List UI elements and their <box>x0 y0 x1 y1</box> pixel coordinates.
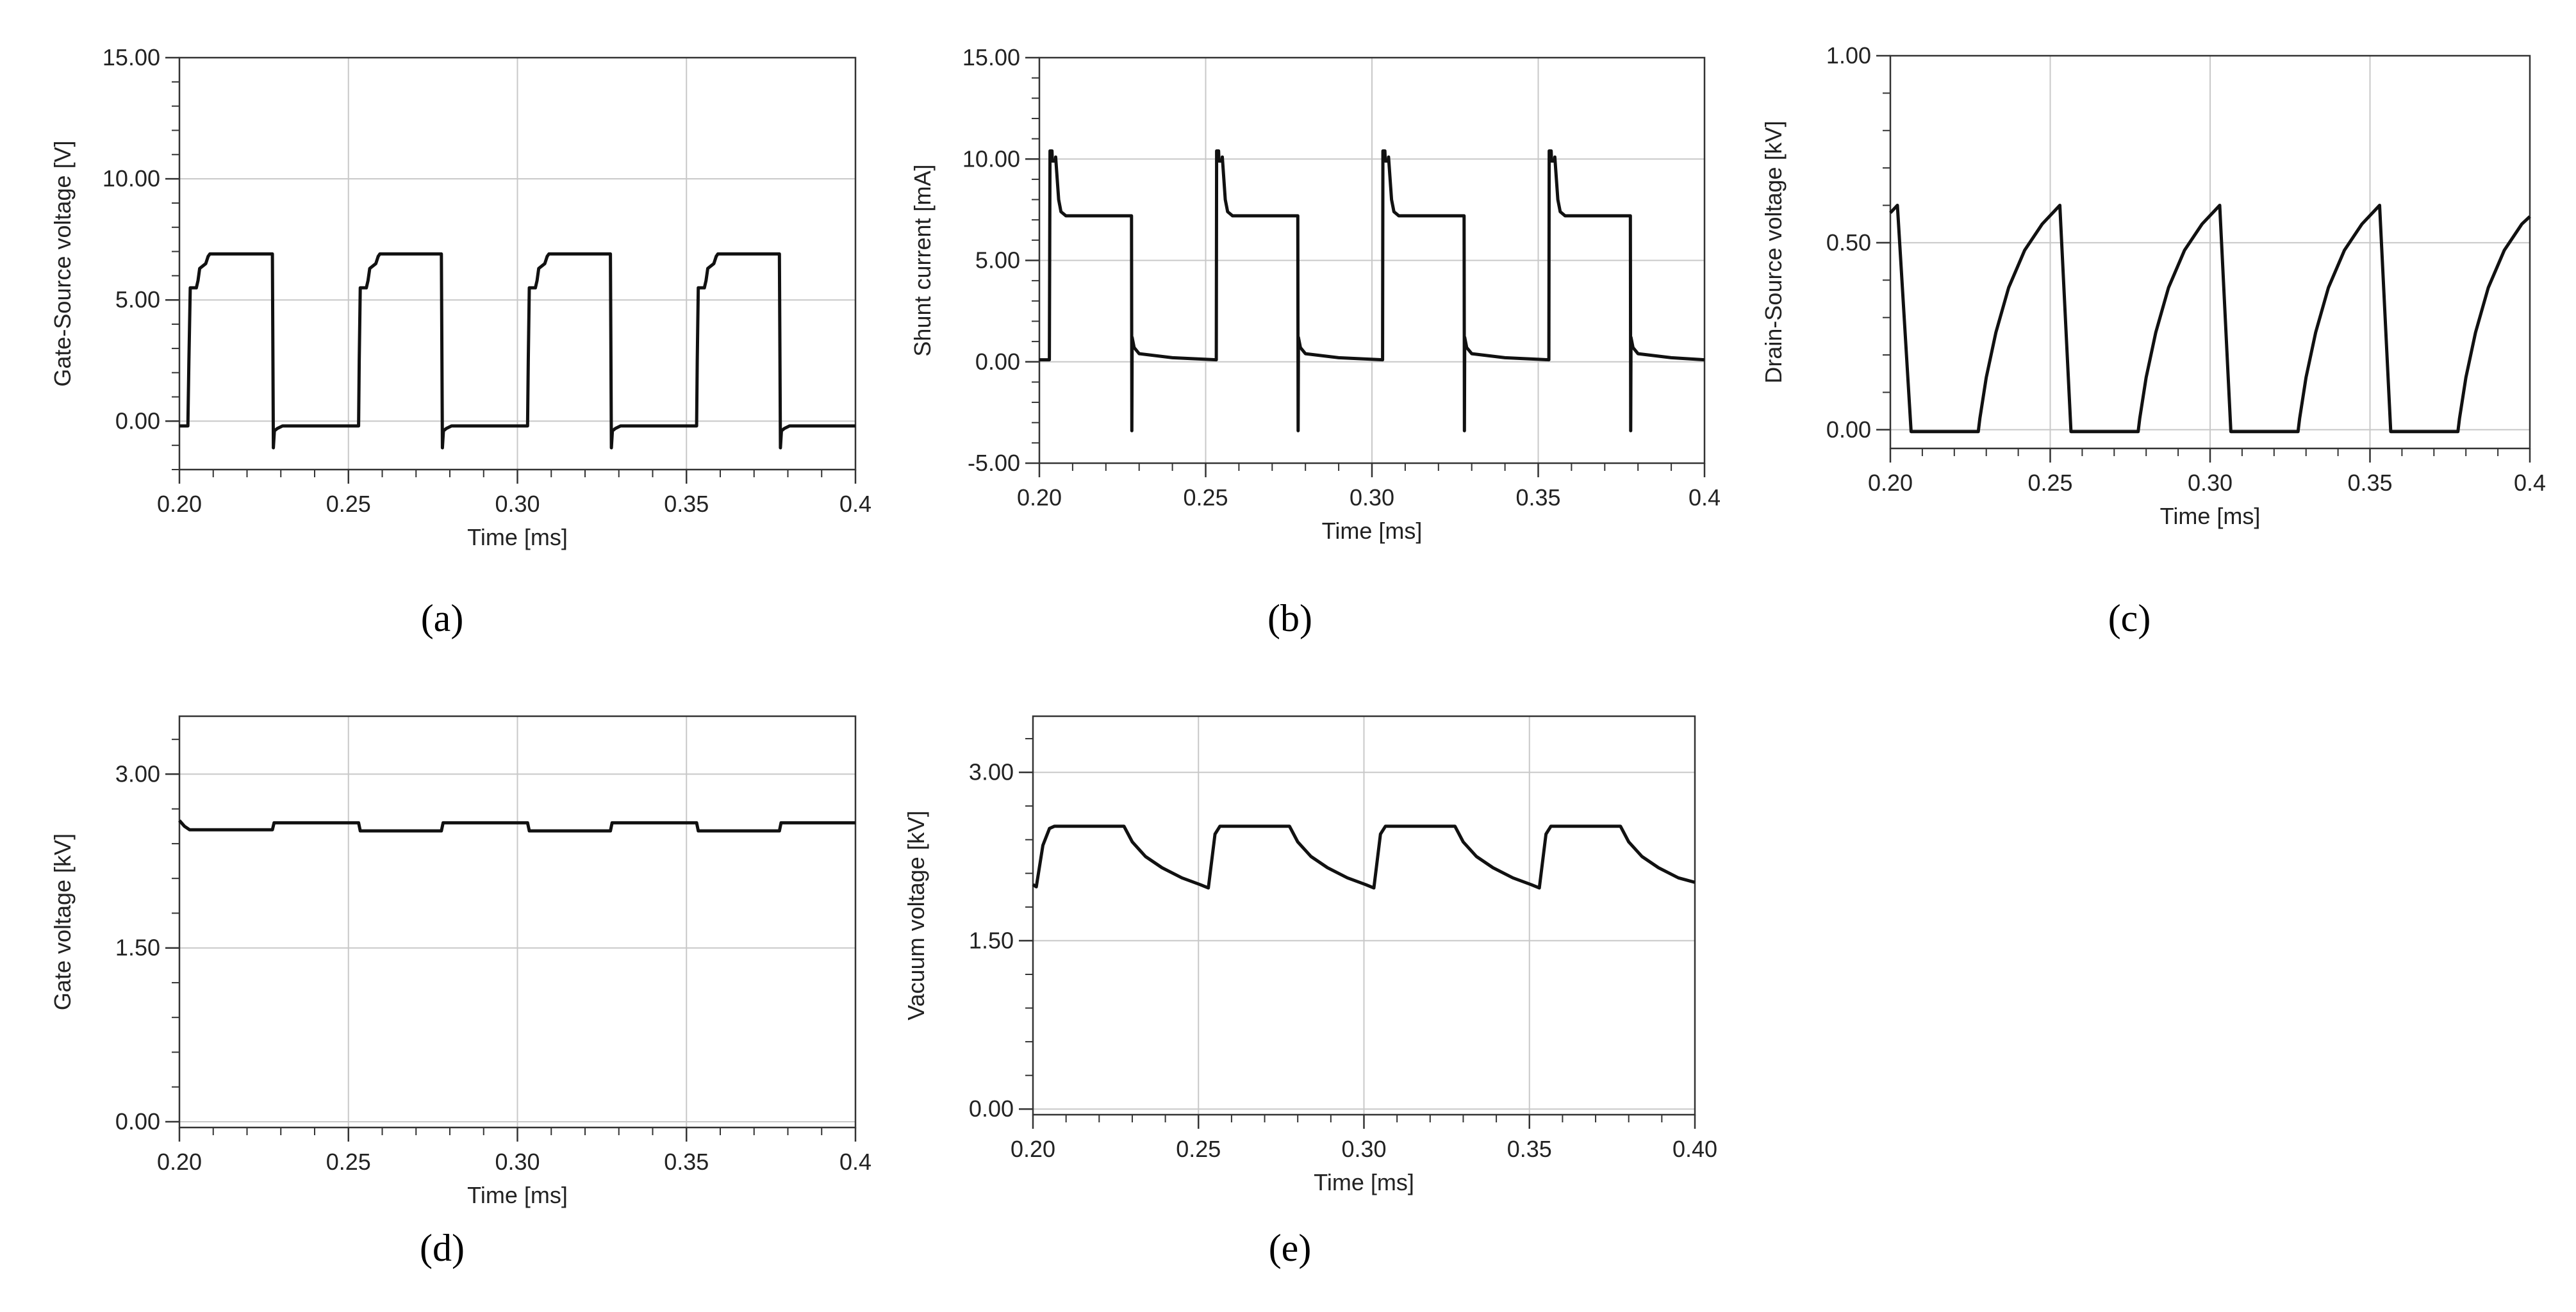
x-tick-label: 0.25 <box>1183 484 1228 511</box>
y-tick-label: -5.00 <box>968 450 1020 476</box>
x-tick-label: 0.25 <box>2027 470 2072 496</box>
chart-panel-e: 0.20 0.25 0.30 0.35 0.40 0.00 1.50 3.00 Time [ms… <box>903 715 1717 1269</box>
x-tick-label: 0.30 <box>2188 470 2233 496</box>
y-tick-label: 3.00 <box>115 760 160 787</box>
series-line-b <box>1039 149 1705 432</box>
y-tick-label: 5.00 <box>115 286 160 313</box>
y-tick-label: 0.00 <box>975 348 1020 375</box>
x-tick-label: 0.20 <box>1868 470 1913 496</box>
x-tick-label: 0.20 <box>157 491 202 517</box>
y-tick-label: 15.00 <box>962 44 1020 70</box>
y-tick-label: 15.00 <box>103 44 160 70</box>
x-tick-label: 0.35 <box>1515 484 1560 511</box>
x-tick-label: 0.4 <box>839 491 871 517</box>
y-tick-label: 0.00 <box>969 1095 1014 1122</box>
y-tick-label: 1.00 <box>1826 42 1871 69</box>
panel-label-c: (c) <box>2108 597 2151 639</box>
chart-panel-d: 0.20 0.25 0.30 0.35 0.4 0.00 1.50 3.00 Time [ms]… <box>49 715 871 1269</box>
y-tick-label: 5.00 <box>975 247 1020 274</box>
x-tick-label: 0.35 <box>1507 1136 1552 1162</box>
x-tick-label: 0.25 <box>1176 1136 1221 1162</box>
x-tick-label: 0.20 <box>157 1149 202 1175</box>
x-axis-title: Time [ms] <box>467 524 568 550</box>
x-tick-label: 0.25 <box>326 491 371 517</box>
y-tick-label: 0.50 <box>1826 229 1871 256</box>
y-tick-label: 10.00 <box>103 165 160 192</box>
y-tick-label: 10.00 <box>962 145 1020 172</box>
x-tick-label: 0.40 <box>1672 1136 1717 1162</box>
y-axis-title: Gate-Source voltage [V] <box>49 140 76 386</box>
x-axis-title: Time [ms] <box>1322 518 1423 544</box>
x-tick-label: 0.30 <box>495 1149 540 1175</box>
x-tick-label: 0.4 <box>2514 470 2546 496</box>
series-line-d <box>178 819 855 833</box>
y-tick-label: 0.00 <box>115 1108 160 1135</box>
y-axis-title: Shunt current [mA] <box>909 164 936 356</box>
y-tick-label: 1.50 <box>115 935 160 961</box>
x-tick-label: 0.4 <box>1688 484 1721 511</box>
y-tick-label: 1.50 <box>969 927 1014 953</box>
panel-label-d: (d) <box>420 1227 465 1269</box>
x-axis-title: Time [ms] <box>1314 1169 1414 1195</box>
x-tick-label: 0.35 <box>664 1149 709 1175</box>
y-axis-title: Vacuum voltage [kV] <box>903 810 929 1021</box>
panel-label-e: (e) <box>1269 1227 1312 1269</box>
x-tick-label: 0.25 <box>326 1149 371 1175</box>
y-tick-label: 0.00 <box>1826 416 1871 443</box>
series-line-c <box>1889 204 2531 434</box>
chart-panel-b: 0.20 0.25 0.30 0.35 0.4 -5.00 0.00 5.00 10.00 15.… <box>909 44 1721 639</box>
y-axis-title: Drain-Source voltage [kV] <box>1760 120 1787 383</box>
x-tick-label: 0.20 <box>1011 1136 1055 1162</box>
x-tick-label: 0.30 <box>1350 484 1394 511</box>
chart-panel-c: 0.20 0.25 0.30 0.35 0.4 0.00 0.50 1.00 Time [ms]… <box>1760 42 2546 639</box>
chart-panel-a: 0.20 0.25 0.30 0.35 0.4 0.00 5.00 10.00 15.00 Tim… <box>49 44 871 639</box>
x-tick-label: 0.35 <box>2347 470 2392 496</box>
series-line-a <box>179 252 855 450</box>
y-axis-title: Gate voltage [kV] <box>49 833 76 1010</box>
x-tick-label: 0.4 <box>839 1149 871 1175</box>
x-tick-label: 0.30 <box>1341 1136 1386 1162</box>
x-axis-title: Time [ms] <box>2160 503 2261 529</box>
y-tick-label: 3.00 <box>969 759 1014 785</box>
x-tick-label: 0.20 <box>1017 484 1062 511</box>
panel-label-a: (a) <box>421 597 464 639</box>
panel-label-b: (b) <box>1267 597 1312 639</box>
x-tick-label: 0.30 <box>495 491 540 517</box>
x-axis-title: Time [ms] <box>467 1182 568 1208</box>
y-tick-label: 0.00 <box>115 407 160 434</box>
x-tick-label: 0.35 <box>664 491 709 517</box>
series-line-e <box>1032 824 1696 890</box>
